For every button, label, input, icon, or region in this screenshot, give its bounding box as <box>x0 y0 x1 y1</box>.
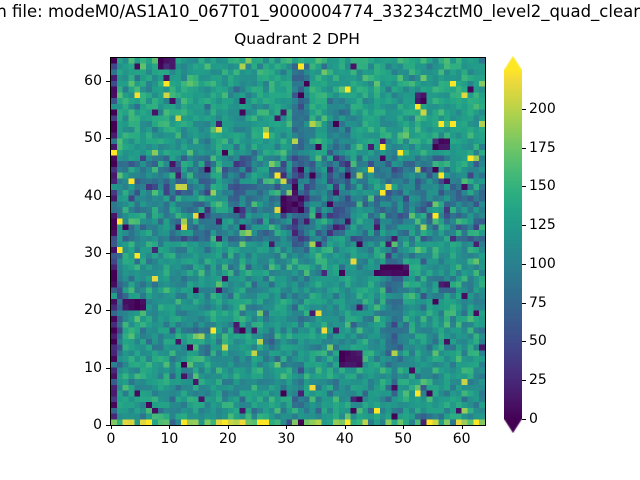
colorbar-gradient <box>504 56 522 433</box>
colorbar-tick-label: 150 <box>529 178 556 195</box>
y-tick-label: 10 <box>84 359 102 376</box>
colorbar-tick-label: 50 <box>529 333 547 350</box>
heatmap-axes <box>110 57 486 426</box>
dph-heatmap-image <box>111 58 485 425</box>
x-tick-label: 50 <box>394 431 413 447</box>
colorbar-tick-mark <box>522 108 526 110</box>
y-tick-label: 60 <box>84 72 102 89</box>
colorbar-tick-mark <box>522 186 526 188</box>
x-tick-mark <box>344 425 346 429</box>
y-tick-label: 50 <box>84 130 102 147</box>
colorbar-tick-mark <box>522 147 526 149</box>
y-tick-label: 40 <box>84 187 102 204</box>
colorbar-tick-mark <box>522 302 526 304</box>
axes-title: Quadrant 2 DPH <box>234 30 360 48</box>
colorbar-tick-label: 25 <box>529 372 547 389</box>
colorbar-tick-mark <box>522 225 526 227</box>
y-tick-mark <box>106 425 110 426</box>
colorbar <box>504 56 522 433</box>
x-tick-label: 20 <box>218 431 237 447</box>
figure-suptitle: n file: modeM0/AS1A10_067T01_9000004774_… <box>0 2 640 21</box>
y-tick-label: 0 <box>93 417 102 433</box>
y-tick-label: 30 <box>84 244 102 261</box>
y-tick-mark <box>106 367 110 369</box>
colorbar-tick-mark <box>522 419 526 420</box>
y-tick-mark <box>106 138 110 140</box>
x-tick-mark <box>286 425 288 429</box>
colorbar-tick-mark <box>522 341 526 343</box>
colorbar-tick-label: 100 <box>529 255 556 272</box>
colorbar-tick-label: 200 <box>529 100 556 117</box>
x-tick-mark <box>111 425 112 429</box>
y-tick-mark <box>106 195 110 197</box>
x-tick-label: 30 <box>277 431 296 447</box>
x-tick-mark <box>227 425 229 429</box>
x-tick-mark <box>169 425 171 429</box>
suptitle-clip-region: n file: modeM0/AS1A10_067T01_9000004774_… <box>0 0 640 26</box>
x-tick-label: 40 <box>335 431 354 447</box>
x-tick-mark <box>403 425 405 429</box>
y-tick-label: 20 <box>84 302 102 319</box>
y-tick-mark <box>106 252 110 254</box>
colorbar-tick-label: 75 <box>529 294 547 311</box>
y-tick-mark <box>106 80 110 82</box>
colorbar-tick-mark <box>522 380 526 382</box>
colorbar-tick-label: 0 <box>529 411 538 427</box>
colorbar-tick-label: 175 <box>529 139 556 156</box>
colorbar-tick-mark <box>522 263 526 265</box>
y-tick-mark <box>106 310 110 312</box>
x-tick-label: 10 <box>160 431 179 447</box>
colorbar-tick-label: 125 <box>529 217 556 234</box>
x-tick-label: 0 <box>106 431 116 447</box>
x-tick-mark <box>461 425 463 429</box>
x-tick-label: 60 <box>452 431 471 447</box>
